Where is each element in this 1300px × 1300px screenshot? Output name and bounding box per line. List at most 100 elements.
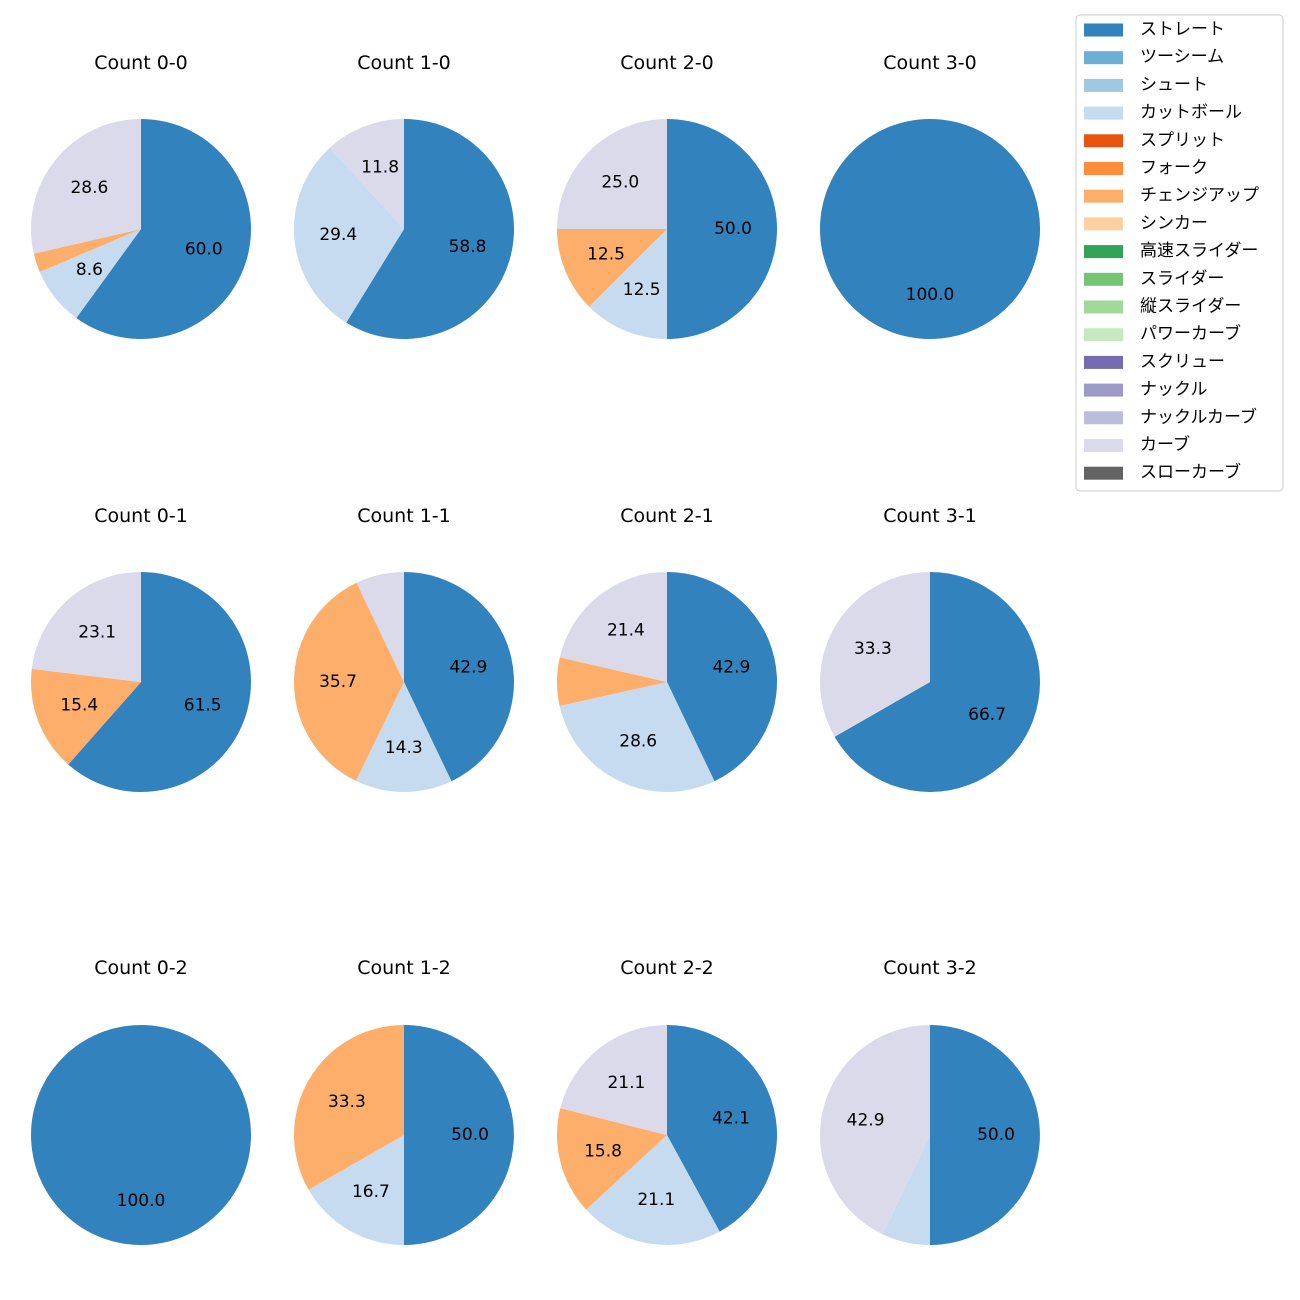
legend-swatch [1084, 328, 1123, 342]
pie-slice [329, 118, 404, 229]
slice-label: 28.6 [70, 178, 108, 198]
legend-swatch [1084, 439, 1123, 452]
legend-swatch [1084, 134, 1123, 148]
slice-label: 100.0 [906, 285, 955, 305]
pie-count-3-2: Count 3-2 50.0 42.9 [820, 957, 1040, 1245]
pie-slice [667, 1025, 778, 1232]
slice-label: 29.4 [319, 225, 357, 245]
legend-label: ストレート [1140, 20, 1225, 40]
pie-title: Count 3-2 [883, 957, 977, 979]
slice-label: 33.3 [328, 1092, 366, 1112]
pie-slice [667, 119, 777, 339]
slice-label: 42.9 [847, 1110, 885, 1130]
legend-swatch [1084, 162, 1123, 175]
pie-title: Count 3-1 [883, 505, 977, 527]
pie-slice [882, 1135, 930, 1245]
slice-label: 50.0 [977, 1125, 1015, 1145]
legend-swatch [1084, 106, 1123, 120]
pie-slice [68, 572, 252, 793]
slice-label: 21.1 [637, 1190, 675, 1210]
legend-swatch [1084, 272, 1123, 286]
pie-slice [667, 572, 777, 782]
pie-title: Count 0-1 [94, 505, 188, 527]
pie-slice [819, 572, 930, 737]
pie-slice [559, 682, 715, 792]
pie-slice [308, 1135, 404, 1245]
slice-label: 12.5 [587, 244, 625, 264]
legend-label: 高速スライダー [1140, 241, 1258, 261]
pie-slice [39, 229, 141, 318]
legend-label: スクリュー [1140, 352, 1225, 372]
pie-title: Count 1-2 [357, 957, 451, 979]
slice-label: 23.1 [78, 623, 116, 643]
pie-count-1-0: Count 1-0 58.8 29.4 11.8 [293, 52, 514, 339]
slice-label: 14.3 [385, 738, 423, 758]
legend-swatch [1084, 189, 1123, 203]
pie-slice [355, 682, 452, 792]
slice-label: 50.0 [451, 1125, 489, 1145]
slice-label: 28.6 [619, 731, 657, 751]
legend: ストレートツーシームシュートカットボールスプリットフォークチェンジアップシンカー… [1075, 14, 1284, 492]
pie-slice [820, 119, 1040, 339]
pie-slice [559, 572, 667, 682]
legend-label: スローカーブ [1140, 462, 1241, 483]
slice-label: 42.9 [449, 657, 487, 677]
legend-label: カットボール [1140, 103, 1242, 123]
legend-swatch [1084, 217, 1123, 231]
pie-slice [346, 119, 514, 339]
legend-label: フォーク [1140, 158, 1208, 178]
legend-swatch [1084, 466, 1123, 480]
legend-frame [1075, 14, 1284, 492]
pie-grid: Count 0-0 60.0 8.6 28.6 Count 1-0 58.8 29.4 11.… [30, 52, 1040, 1246]
pie-slice [404, 572, 514, 782]
pie-count-2-1: Count 2-1 42.9 28.6 21.4 [556, 505, 777, 792]
pie-count-2-0: Count 2-0 50.0 12.5 12.5 25.0 [557, 52, 777, 339]
pie-slice [31, 571, 142, 682]
pie-count-1-2: Count 1-2 50.0 16.7 33.3 [293, 957, 514, 1245]
slice-label: 16.7 [352, 1182, 390, 1202]
pie-count-3-1: Count 3-1 66.7 33.3 [819, 505, 1040, 792]
legend-label: チェンジアップ [1140, 186, 1259, 206]
legend-swatch [1084, 51, 1123, 65]
pie-count-2-2: Count 2-2 42.1 21.1 15.8 21.1 [556, 957, 778, 1246]
pie-slice [557, 119, 667, 229]
legend-swatch [1084, 411, 1123, 425]
pie-slice [404, 1025, 514, 1245]
legend-swatch [1084, 23, 1123, 37]
pie-slice [356, 572, 404, 682]
legend-swatch [1084, 78, 1123, 92]
legend-label: スライダー [1140, 269, 1224, 289]
slice-label: 60.0 [185, 239, 223, 259]
pie-title: Count 1-1 [357, 505, 451, 527]
legend-swatch [1084, 355, 1123, 369]
slice-label: 50.0 [714, 219, 752, 239]
pie-slice [930, 1025, 1040, 1245]
pie-slice [293, 147, 404, 323]
slice-label: 21.1 [607, 1073, 645, 1093]
legend-swatch [1084, 383, 1123, 397]
pie-slice [30, 668, 141, 765]
pie-title: Count 2-0 [620, 52, 714, 74]
slice-label: 12.5 [623, 280, 661, 300]
pie-slice [31, 1025, 251, 1245]
slice-label: 35.7 [319, 672, 357, 692]
legend-label: パワーカーブ [1140, 323, 1241, 344]
pie-slice [30, 119, 142, 254]
pie-count-0-1: Count 0-1 61.5 15.4 23.1 [30, 505, 252, 793]
legend-swatch [1084, 245, 1123, 259]
legend-label: スプリット [1140, 130, 1225, 150]
legend-label: シュート [1140, 75, 1208, 95]
pie-slice [556, 657, 667, 706]
legend-label: カーブ [1140, 434, 1190, 455]
slice-label: 42.9 [712, 657, 750, 677]
pie-count-1-1: Count 1-1 42.9 14.3 35.7 [294, 505, 514, 792]
pie-slice [560, 1025, 667, 1135]
slice-label: 66.7 [968, 705, 1006, 725]
pie-slice [556, 1108, 667, 1210]
slice-label: 42.1 [712, 1109, 750, 1129]
pie-count-0-0: Count 0-0 60.0 8.6 28.6 [30, 52, 251, 339]
pie-title: Count 2-2 [620, 957, 714, 979]
slice-label: 33.3 [854, 639, 892, 659]
pie-title: Count 1-0 [357, 52, 451, 74]
